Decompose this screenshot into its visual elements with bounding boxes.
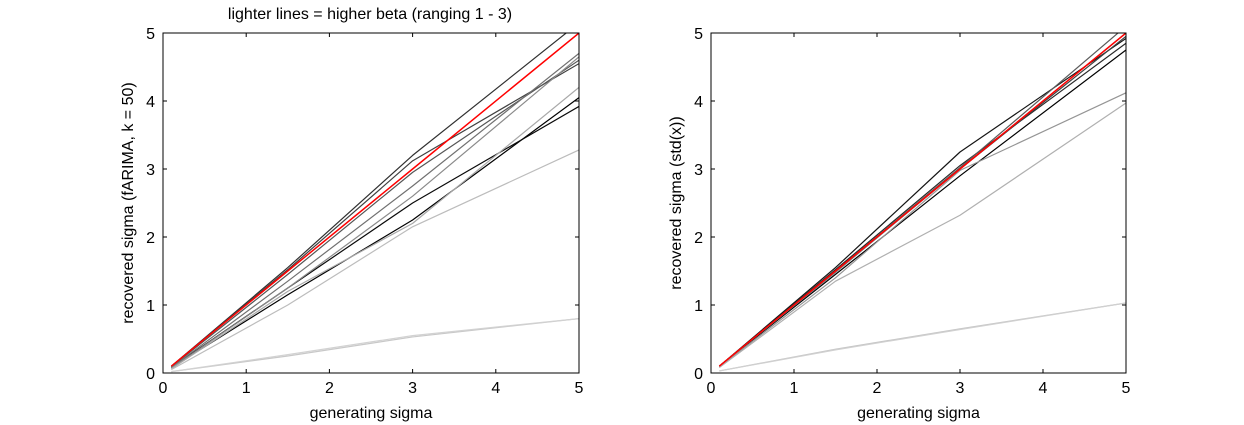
figure-title: lighter lines = higher beta (ranging 1 -… — [228, 6, 512, 23]
right-y-tick-label: 0 — [694, 366, 703, 383]
right-series-line-0 — [718, 49, 1126, 367]
right-x-tick-label: 3 — [956, 380, 965, 397]
right-series-layer — [718, 33, 1126, 372]
left-y-tick-label: 5 — [146, 26, 155, 43]
right-series-line-6 — [718, 92, 1126, 368]
left-series-line-7 — [170, 86, 579, 370]
right-y-axis-label: recovered sigma (std(x)) — [668, 116, 685, 289]
left-series-line-10 — [171, 318, 579, 373]
right-ticks-layer: 0 1 2 3 4 5 0 1 2 3 4 5 — [694, 26, 1130, 397]
left-ticks-layer: 0 1 2 3 4 5 0 1 2 3 4 5 — [146, 26, 583, 397]
left-y-axis-label: recovered sigma (fARIMA, k = 50) — [120, 82, 137, 323]
right-series-line-7 — [718, 102, 1126, 369]
left-y-tick-label: 0 — [146, 366, 155, 383]
right-y-tick-label: 3 — [694, 162, 703, 179]
right-y-tick-label: 5 — [694, 26, 703, 43]
left-x-tick-label: 1 — [242, 380, 251, 397]
left-panel: 0 1 2 3 4 5 0 1 2 3 4 5 generating sigma recovered … — [120, 26, 584, 422]
left-series-line-9 — [171, 318, 579, 373]
left-series-line-2 — [170, 33, 568, 367]
right-y-tick-label: 2 — [694, 230, 703, 247]
right-panel: 0 1 2 3 4 5 0 1 2 3 4 5 generating sigma recovered … — [668, 26, 1131, 422]
left-x-axis-label: generating sigma — [310, 405, 433, 422]
left-axes-box — [162, 32, 580, 374]
right-x-tick-label: 0 — [707, 380, 716, 397]
right-x-tick-label: 2 — [873, 380, 882, 397]
right-series-line-1 — [718, 37, 1126, 367]
left-y-tick-label: 4 — [146, 94, 155, 111]
right-series-line-10 — [718, 33, 1126, 367]
left-y-tick-label: 2 — [146, 230, 155, 247]
right-axes-box — [710, 32, 1127, 374]
right-series-line-9 — [719, 302, 1126, 372]
left-x-tick-label: 4 — [491, 380, 500, 397]
left-series-line-4 — [170, 59, 579, 368]
left-x-tick-label: 0 — [159, 380, 168, 397]
left-series-line-6 — [170, 56, 579, 369]
right-x-axis-label: generating sigma — [857, 405, 980, 422]
right-x-tick-label: 1 — [790, 380, 799, 397]
right-y-tick-label: 1 — [694, 298, 703, 315]
left-series-line-5 — [170, 52, 579, 369]
left-x-tick-label: 5 — [575, 380, 584, 397]
left-series-layer — [170, 33, 579, 373]
left-series-line-11 — [170, 33, 579, 367]
left-y-tick-label: 1 — [146, 298, 155, 315]
right-x-tick-label: 4 — [1039, 380, 1048, 397]
left-x-tick-label: 3 — [408, 380, 417, 397]
right-y-tick-label: 4 — [694, 94, 703, 111]
left-y-tick-label: 3 — [146, 162, 155, 179]
left-series-line-8 — [171, 149, 579, 371]
left-x-tick-label: 2 — [325, 380, 334, 397]
right-x-tick-label: 5 — [1122, 380, 1131, 397]
